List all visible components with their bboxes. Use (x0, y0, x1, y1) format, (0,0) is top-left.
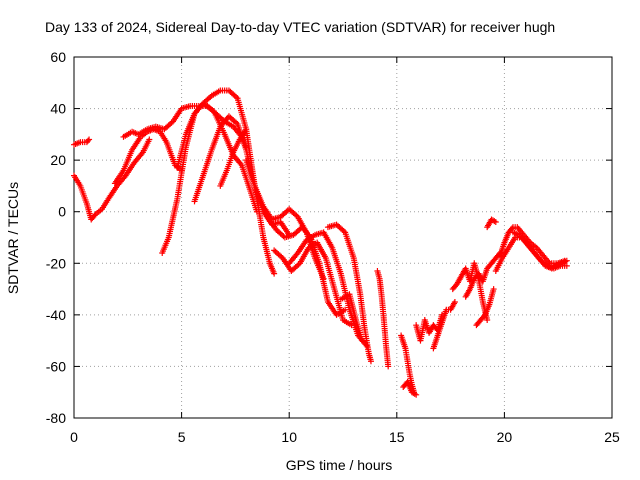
data-point (492, 219, 499, 226)
data-point (413, 391, 420, 398)
data-track (374, 268, 392, 370)
data-track (271, 239, 355, 329)
data-track (510, 229, 568, 272)
y-tick-label: -80 (46, 410, 66, 426)
ticks-layer: 0 5 10 15 20 25 -80 -60 -40 -20 0 20 40 60 (46, 49, 620, 445)
data-track (337, 291, 366, 344)
data-track (473, 286, 497, 329)
grid-layer (74, 57, 612, 418)
data-point (563, 262, 570, 269)
data-track (324, 221, 374, 365)
data-track (71, 136, 153, 223)
data-point (508, 225, 515, 232)
data-track (430, 298, 458, 352)
x-tick-label: 20 (497, 429, 513, 445)
y-tick-label: 0 (58, 204, 66, 220)
chart-title: Day 133 of 2024, Sidereal Day-to-day VTE… (45, 19, 555, 35)
data-point (480, 313, 487, 320)
data-point (253, 208, 260, 215)
data-point (490, 286, 497, 293)
y-tick-label: -40 (46, 307, 66, 323)
plot-frame (73, 56, 613, 419)
data-point (484, 317, 491, 324)
data-track (111, 126, 185, 187)
data-point (451, 298, 458, 305)
data-point (243, 126, 250, 133)
data-point (561, 257, 568, 264)
data-track (217, 126, 250, 189)
x-tick-label: 15 (389, 429, 405, 445)
x-tick-label: 5 (178, 429, 186, 445)
x-tick-label: 0 (70, 429, 78, 445)
x-tick-label: 10 (281, 429, 297, 445)
y-tick-label: 40 (50, 101, 66, 117)
data-track (400, 378, 420, 398)
data-point (146, 136, 153, 143)
data-track (286, 229, 370, 349)
data-point (359, 337, 366, 344)
data-track (71, 136, 93, 148)
data-point (271, 270, 278, 277)
data-point (367, 358, 374, 365)
y-tick-label: -20 (46, 255, 66, 271)
y-axis-label: SDTVAR / TECUs (5, 182, 21, 294)
y-tick-label: -60 (46, 358, 66, 374)
y-tick-label: 60 (50, 49, 66, 65)
data-track (264, 213, 349, 318)
y-tick-label: 20 (50, 152, 66, 168)
data-track (174, 100, 260, 215)
data-point (86, 136, 93, 143)
data-points (71, 87, 570, 398)
data-point (385, 363, 392, 370)
data-point (84, 137, 91, 144)
x-axis-label: GPS time / hours (286, 457, 393, 473)
data-track (449, 260, 491, 324)
data-track (497, 224, 570, 267)
x-tick-label: 25 (604, 429, 620, 445)
data-track (484, 216, 499, 231)
